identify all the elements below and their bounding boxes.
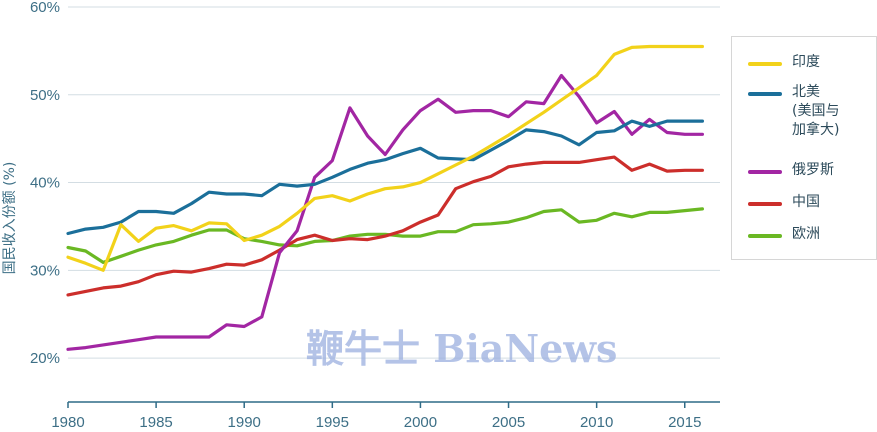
x-tick-label: 1990: [228, 414, 261, 431]
series-line-0: [66, 44, 705, 272]
legend-label-russia: 俄罗斯: [792, 162, 834, 178]
legend-item-europe: 欧洲: [748, 225, 876, 244]
y-axis-ticks: 20% 30% 40% 50% 60%: [30, 0, 60, 367]
legend-label-india: 印度: [792, 54, 820, 70]
y-tick-label: 30%: [30, 262, 60, 279]
legend-swatch-china: [748, 202, 782, 206]
x-tick-label: 2015: [668, 414, 701, 431]
x-tick-label: 2000: [404, 414, 437, 431]
legend-swatch-europe: [748, 234, 782, 238]
y-tick-label: 60%: [30, 0, 60, 16]
gridlines: [68, 6, 720, 359]
legend-swatch-india: [748, 62, 782, 66]
legend-label-europe: 欧洲: [792, 226, 820, 242]
x-tick-label: 1980: [51, 414, 84, 431]
series-line-4: [66, 207, 705, 264]
x-tick-label: 1995: [316, 414, 349, 431]
legend-item-china: 中国: [748, 193, 876, 212]
series-line-2: [66, 73, 705, 351]
watermark: 鞭牛士 BiaNews: [306, 326, 618, 371]
x-tick-label: 1985: [139, 414, 172, 431]
x-axis: 1980 1985 1990 1995 2000 2005 2010 2015: [51, 401, 720, 431]
legend: 印度 北美 (美国与 加拿大) 俄罗斯 中国 欧洲: [731, 36, 877, 260]
y-tick-label: 50%: [30, 87, 60, 104]
legend-label-china: 中国: [792, 194, 820, 210]
series-line-3: [66, 155, 705, 297]
legend-item-russia: 俄罗斯: [748, 161, 876, 180]
legend-swatch-north-america: [748, 92, 782, 96]
y-tick-label: 40%: [30, 175, 60, 192]
legend-swatch-russia: [748, 170, 782, 174]
series-line-1: [66, 119, 705, 236]
legend-item-india: 印度: [748, 53, 876, 72]
legend-item-north-america: 北美 (美国与 加拿大): [748, 83, 876, 140]
y-axis-label: 国民收入份额 (%): [2, 162, 18, 275]
y-tick-label: 20%: [30, 350, 60, 367]
legend-label-north-america: 北美 (美国与 加拿大): [792, 84, 840, 138]
series-lines: [66, 44, 705, 351]
x-tick-label: 2005: [492, 414, 525, 431]
x-tick-label: 2010: [580, 414, 613, 431]
